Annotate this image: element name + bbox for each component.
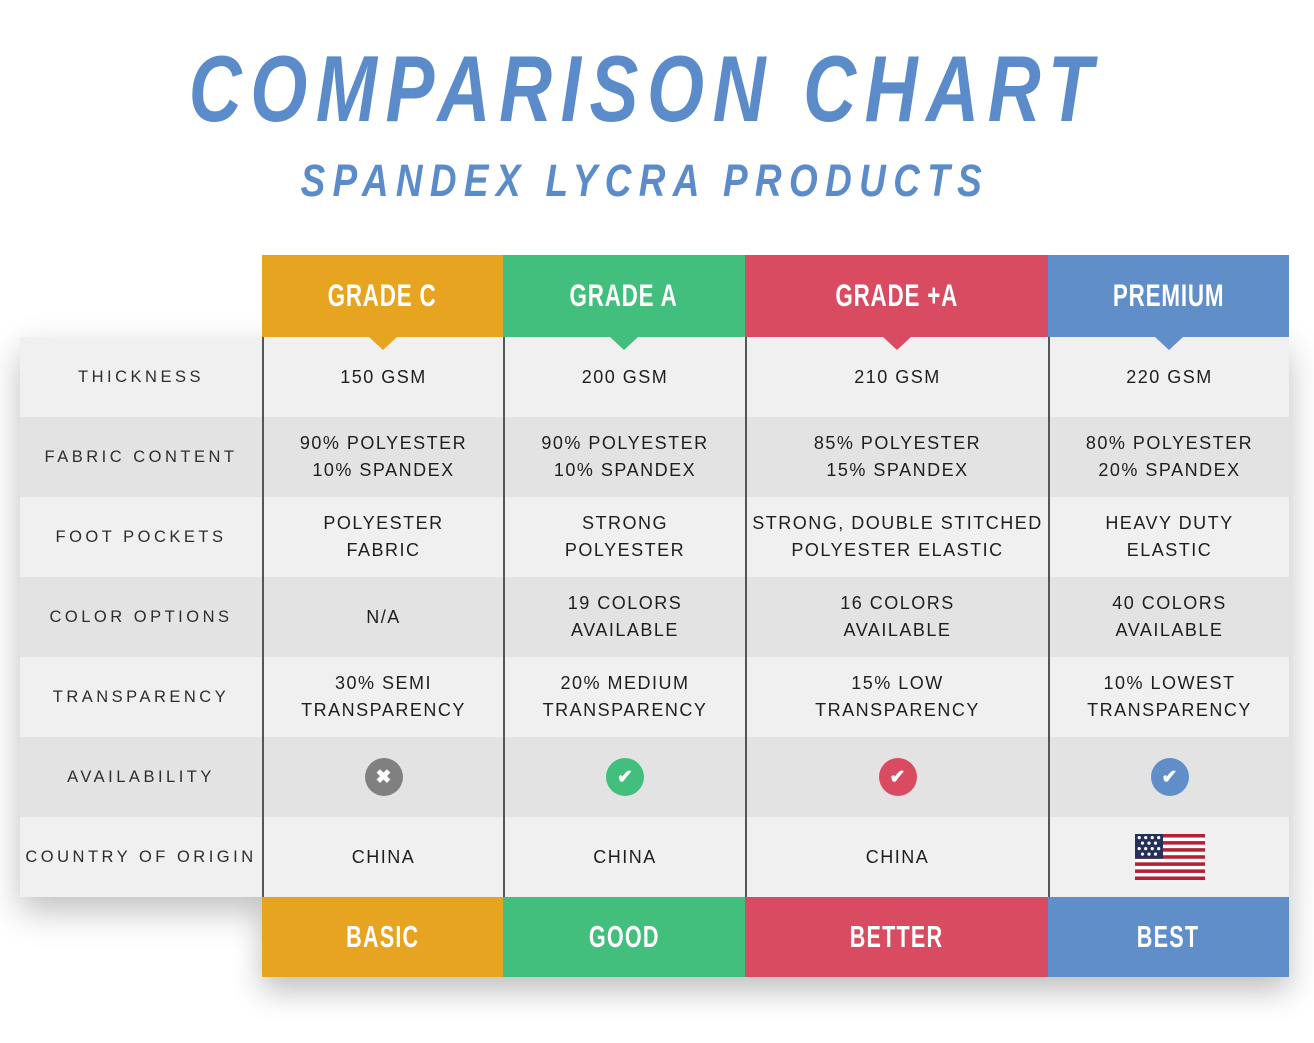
footer-tier-label: BETTER <box>849 919 944 954</box>
cell-color-options-grade-a: 19 COLORS AVAILABLE <box>503 577 745 657</box>
column-header-label: GRADE C <box>328 278 437 313</box>
row-label-text: FABRIC CONTENT <box>44 447 238 466</box>
footer-corner-cell <box>20 897 262 977</box>
cell-fabric-content-grade-c: 90% POLYESTER 10% SPANDEX <box>262 417 503 497</box>
footer-tier-label: GOOD <box>588 919 660 954</box>
row-label-color-options: COLOR OPTIONS <box>20 577 262 657</box>
page-title: COMPARISON CHART <box>0 42 1290 136</box>
column-header-label: GRADE A <box>569 278 679 313</box>
row-label-fabric-content: FABRIC CONTENT <box>20 417 262 497</box>
cell-text: 85% POLYESTER 15% SPANDEX <box>813 433 982 480</box>
cell-country-of-origin-premium <box>1048 817 1289 897</box>
cell-text: CHINA <box>865 846 930 867</box>
cell-color-options-premium: 40 COLORS AVAILABLE <box>1048 577 1289 657</box>
cell-text: 10% LOWEST TRANSPARENCY <box>1087 673 1252 720</box>
cell-text: STRONG POLYESTER <box>564 513 686 560</box>
cell-transparency-grade-c: 30% SEMI TRANSPARENCY <box>262 657 503 737</box>
cross-icon: ✖ <box>364 758 403 796</box>
cell-country-of-origin-grade-a: CHINA <box>503 817 745 897</box>
cell-transparency-grade-a: 20% MEDIUM TRANSPARENCY <box>503 657 745 737</box>
cell-text: N/A <box>366 606 401 627</box>
footer-tier-grade-a: GOOD <box>503 897 745 977</box>
column-header-label: PREMIUM <box>1112 278 1225 313</box>
cell-availability-grade-c: ✖ <box>262 737 503 817</box>
cell-transparency-premium: 10% LOWEST TRANSPARENCY <box>1048 657 1289 737</box>
cell-country-of-origin-grade-plus-a: CHINA <box>745 817 1048 897</box>
row-label-text: COUNTRY OF ORIGIN <box>25 847 257 866</box>
pointer-down-icon <box>610 337 638 350</box>
cell-text: 80% POLYESTER 20% SPANDEX <box>1085 433 1254 480</box>
cell-text: 40 COLORS AVAILABLE <box>1112 593 1227 640</box>
footer-tier-premium: BEST <box>1048 897 1289 977</box>
pointer-down-icon <box>1154 337 1183 350</box>
cell-fabric-content-premium: 80% POLYESTER 20% SPANDEX <box>1048 417 1289 497</box>
cell-availability-grade-a: ✔ <box>503 737 745 817</box>
cell-text: CHINA <box>593 846 657 867</box>
header-corner-cell <box>20 255 262 337</box>
cell-text: 15% LOW TRANSPARENCY <box>815 673 980 720</box>
cell-text: 20% MEDIUM TRANSPARENCY <box>542 673 708 720</box>
footer-tier-grade-plus-a: BETTER <box>745 897 1048 977</box>
cell-transparency-grade-plus-a: 15% LOW TRANSPARENCY <box>745 657 1048 737</box>
row-label-transparency: TRANSPARENCY <box>20 657 262 737</box>
usa-flag <box>1134 834 1205 880</box>
column-header-label: GRADE +A <box>835 278 958 313</box>
cell-text: HEAVY DUTY ELASTIC <box>1105 513 1234 560</box>
cell-foot-pockets-premium: HEAVY DUTY ELASTIC <box>1048 497 1289 577</box>
cell-text: 210 GSM <box>854 366 941 387</box>
cell-text: STRONG, DOUBLE STITCHED POLYESTER ELASTI… <box>752 513 1043 560</box>
cell-thickness-premium: 220 GSM <box>1048 337 1289 417</box>
row-label-text: THICKNESS <box>78 367 204 386</box>
page-title-text: COMPARISON CHART <box>188 36 1102 141</box>
row-label-country-of-origin: COUNTRY OF ORIGIN <box>20 817 262 897</box>
column-header-premium: PREMIUM <box>1048 255 1289 350</box>
row-label-foot-pockets: FOOT POCKETS <box>20 497 262 577</box>
cell-color-options-grade-c: N/A <box>262 577 503 657</box>
cell-text: 16 COLORS AVAILABLE <box>840 593 955 640</box>
cell-thickness-grade-c: 150 GSM <box>262 337 503 417</box>
pointer-down-icon <box>368 337 397 350</box>
footer-tier-label: BEST <box>1137 919 1200 954</box>
cell-foot-pockets-grade-c: POLYESTER FABRIC <box>262 497 503 577</box>
column-header-grade-plus-a: GRADE +A <box>745 255 1048 350</box>
footer-tier-label: BASIC <box>345 919 420 954</box>
column-header-grade-a: GRADE A <box>503 255 745 350</box>
cell-color-options-grade-plus-a: 16 COLORS AVAILABLE <box>745 577 1048 657</box>
cell-thickness-grade-plus-a: 210 GSM <box>745 337 1048 417</box>
row-label-availability: AVAILABILITY <box>20 737 262 817</box>
cell-text: 220 GSM <box>1126 366 1213 387</box>
row-label-text: TRANSPARENCY <box>52 687 230 706</box>
page-subtitle-text: SPANDEX LYCRA PRODUCTS <box>300 155 990 206</box>
check-icon: ✔ <box>606 758 644 796</box>
row-label-text: AVAILABILITY <box>67 767 215 786</box>
cell-thickness-grade-a: 200 GSM <box>503 337 745 417</box>
cell-text: 30% SEMI TRANSPARENCY <box>301 673 466 720</box>
cell-availability-premium: ✔ <box>1048 737 1289 817</box>
cell-text: POLYESTER FABRIC <box>323 513 444 560</box>
cell-foot-pockets-grade-a: STRONG POLYESTER <box>503 497 745 577</box>
cell-text: 19 COLORS AVAILABLE <box>567 593 683 640</box>
page-subtitle: SPANDEX LYCRA PRODUCTS <box>0 158 1290 203</box>
cell-text: 90% POLYESTER 10% SPANDEX <box>541 433 709 480</box>
cell-availability-grade-plus-a: ✔ <box>745 737 1048 817</box>
row-label-text: FOOT POCKETS <box>55 527 227 546</box>
cell-foot-pockets-grade-plus-a: STRONG, DOUBLE STITCHED POLYESTER ELASTI… <box>745 497 1048 577</box>
cell-text: 150 GSM <box>340 366 427 387</box>
cell-text: CHINA <box>351 846 416 867</box>
cell-fabric-content-grade-a: 90% POLYESTER 10% SPANDEX <box>503 417 745 497</box>
footer-tier-grade-c: BASIC <box>262 897 503 977</box>
row-label-text: COLOR OPTIONS <box>49 607 233 626</box>
cell-fabric-content-grade-plus-a: 85% POLYESTER 15% SPANDEX <box>745 417 1048 497</box>
pointer-down-icon <box>882 337 911 350</box>
cell-text: 200 GSM <box>581 366 669 387</box>
comparison-table: GRADE C GRADE A GRADE +A PREMIUM THICKNE… <box>20 255 1289 977</box>
check-icon: ✔ <box>878 758 917 796</box>
row-label-thickness: THICKNESS <box>20 337 262 417</box>
column-header-grade-c: GRADE C <box>262 255 503 350</box>
cell-text: 90% POLYESTER 10% SPANDEX <box>299 433 468 480</box>
cell-country-of-origin-grade-c: CHINA <box>262 817 503 897</box>
check-icon: ✔ <box>1150 758 1189 796</box>
